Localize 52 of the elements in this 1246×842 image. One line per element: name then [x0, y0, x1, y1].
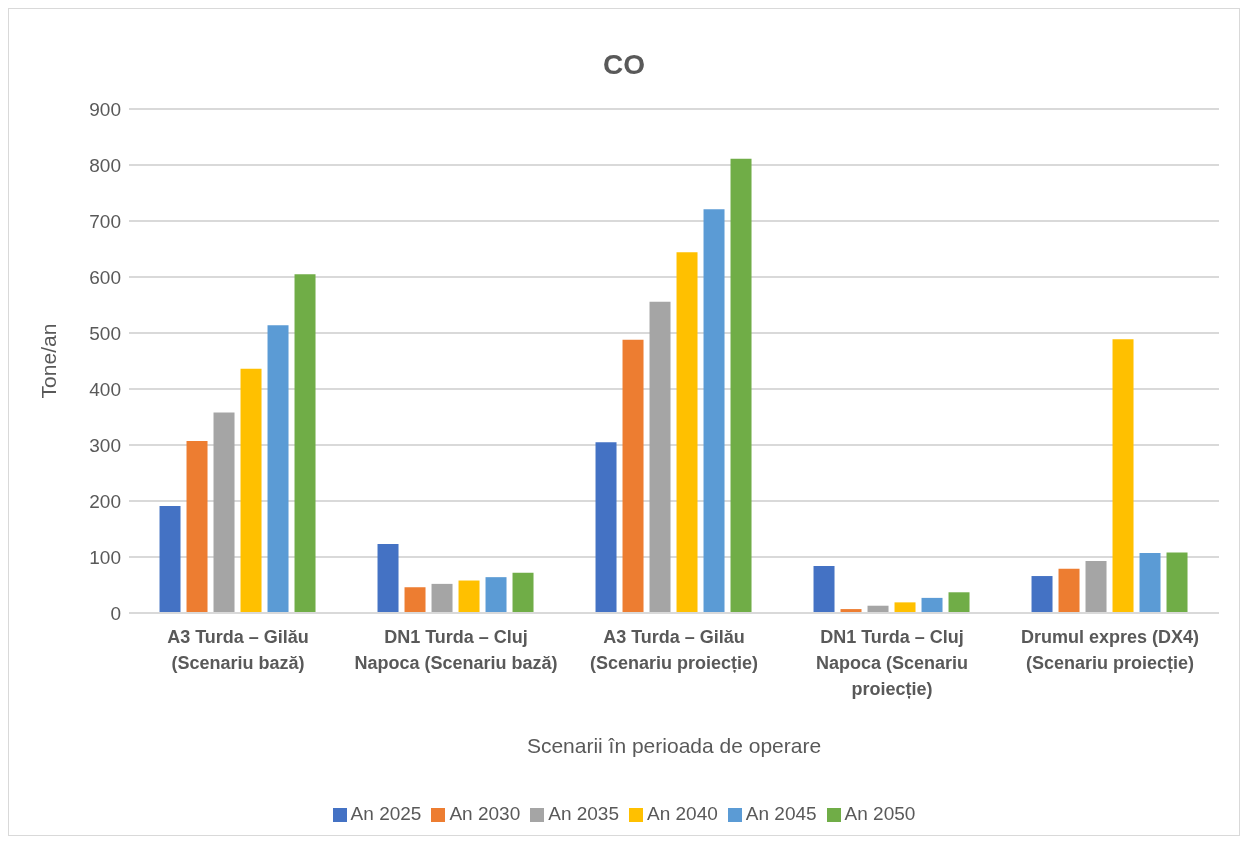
bar: [948, 592, 970, 613]
bar: [240, 368, 262, 613]
y-tick-label: 500: [89, 322, 121, 344]
bar: [431, 583, 453, 613]
bar: [649, 301, 671, 613]
bar: [1058, 568, 1080, 613]
y-tick-label: 200: [89, 490, 121, 512]
legend-label: An 2050: [844, 803, 916, 824]
y-axis-title: Tone/an: [37, 323, 61, 399]
x-tick-label: A3 Turda – Gilău (Scenariu proiecție): [589, 627, 759, 673]
bar: [703, 209, 725, 613]
bar: [921, 597, 943, 613]
chart-title: CO: [602, 49, 646, 81]
bar: [1085, 560, 1107, 613]
bar: [294, 274, 316, 613]
bar: [404, 587, 426, 613]
bar: [622, 339, 644, 613]
y-tick-label: 300: [89, 434, 121, 456]
bar: [894, 602, 916, 613]
bar: [458, 580, 480, 613]
legend-label: An 2045: [745, 803, 817, 824]
bar: [485, 577, 507, 613]
bar: [595, 442, 617, 613]
y-tick-label: 400: [89, 378, 121, 400]
bar: [1166, 552, 1188, 613]
legend-label: An 2030: [449, 803, 521, 824]
y-tick-label: 700: [89, 210, 121, 232]
y-tick-label: 800: [89, 154, 121, 176]
x-tick-label: Drumul expres (DX4) (Scenariu proiecție): [1020, 627, 1200, 673]
bar: [1112, 339, 1134, 613]
bar: [730, 158, 752, 613]
bar: [213, 412, 235, 613]
x-tick-label: DN1 Turda – Cluj Napoca (Scenariu bază): [354, 627, 558, 673]
bar: [186, 441, 208, 613]
x-tick-label: A3 Turda – Gilău (Scenariu bază): [167, 627, 309, 673]
bar: [377, 544, 399, 613]
x-tick-label: DN1 Turda – Cluj Napoca (Scenariu proiecție): [815, 627, 969, 699]
bar: [1031, 576, 1053, 613]
y-tick-label: 900: [89, 98, 121, 120]
legend-label: An 2025: [350, 803, 422, 824]
y-tick-label: 600: [89, 266, 121, 288]
x-axis-title: Scenarii în perioada de operare: [526, 734, 822, 757]
bar: [813, 565, 835, 613]
bar: [676, 252, 698, 613]
bar: [1139, 553, 1161, 613]
legend-label: An 2040: [647, 803, 718, 824]
bar: [267, 325, 289, 613]
y-tick-label: 0: [110, 602, 121, 624]
bar: [512, 572, 534, 613]
y-tick-label: 100: [89, 546, 121, 568]
bar: [159, 506, 181, 613]
legend-label: An 2035: [548, 803, 619, 824]
